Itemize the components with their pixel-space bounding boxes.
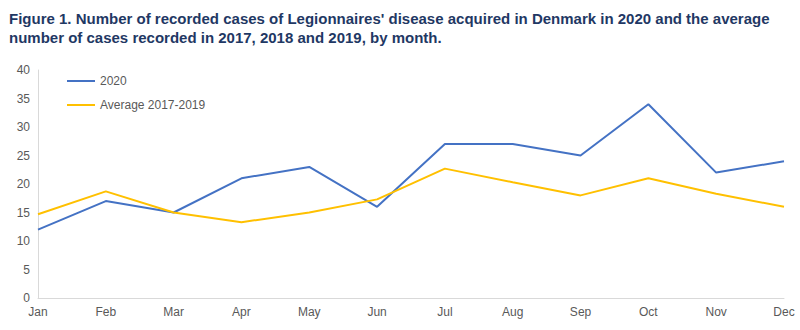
svg-text:Aug: Aug: [502, 305, 523, 319]
svg-text:Jun: Jun: [367, 305, 386, 319]
svg-text:40: 40: [17, 63, 31, 77]
svg-text:Figure 1. Number of recorded c: Figure 1. Number of recorded cases of Le…: [9, 10, 774, 27]
svg-text:Mar: Mar: [163, 305, 184, 319]
svg-text:Average 2017-2019: Average 2017-2019: [100, 98, 206, 112]
svg-text:Jul: Jul: [437, 305, 452, 319]
svg-text:5: 5: [23, 263, 30, 277]
svg-text:Nov: Nov: [706, 305, 727, 319]
svg-text:30: 30: [17, 120, 31, 134]
svg-text:number of cases recorded in 20: number of cases recorded in 2017, 2018 a…: [9, 29, 442, 46]
svg-text:May: May: [298, 305, 321, 319]
svg-text:Jan: Jan: [28, 305, 47, 319]
svg-text:10: 10: [17, 234, 31, 248]
svg-text:0: 0: [23, 291, 30, 305]
svg-text:25: 25: [17, 149, 31, 163]
svg-text:Apr: Apr: [232, 305, 251, 319]
svg-text:Oct: Oct: [639, 305, 658, 319]
svg-text:Sep: Sep: [570, 305, 592, 319]
svg-text:20: 20: [17, 177, 31, 191]
svg-text:Feb: Feb: [95, 305, 116, 319]
svg-text:Dec: Dec: [773, 305, 794, 319]
svg-text:35: 35: [17, 92, 31, 106]
svg-text:15: 15: [17, 206, 31, 220]
svg-text:2020: 2020: [100, 74, 127, 88]
